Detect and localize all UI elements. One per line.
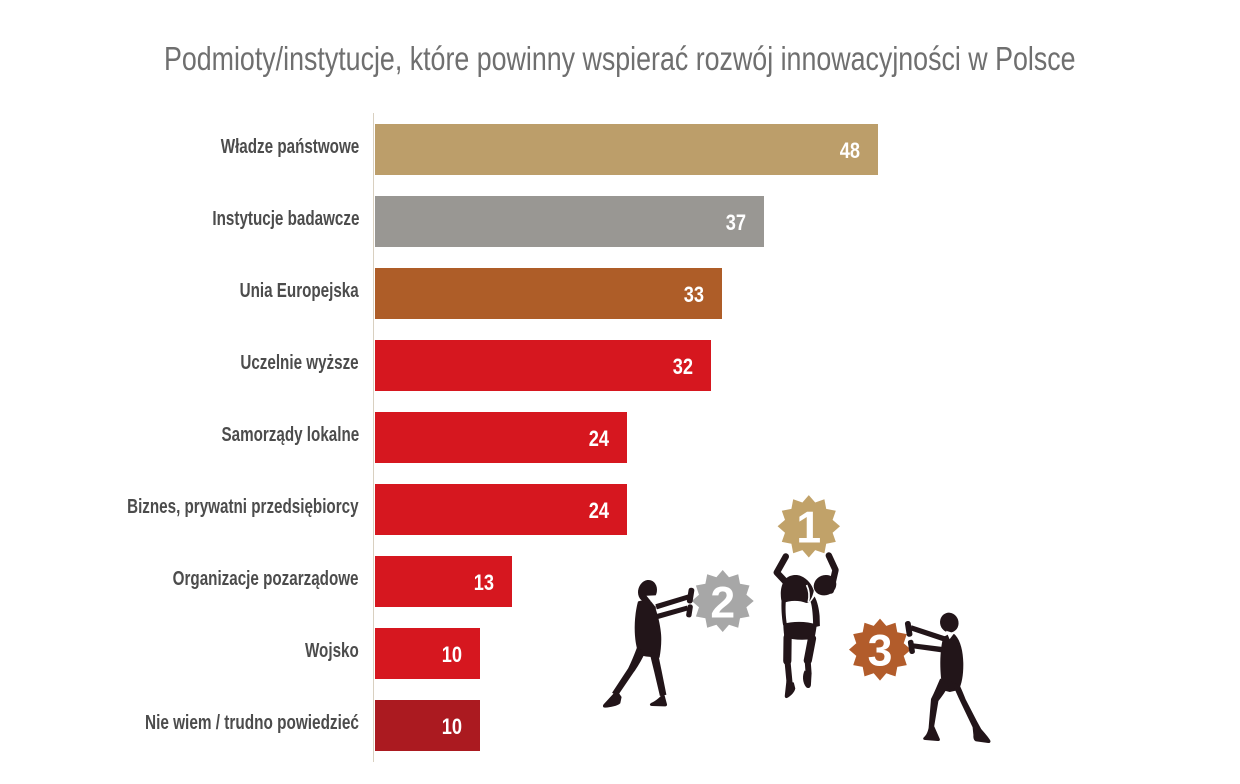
svg-text:1: 1 bbox=[796, 504, 821, 553]
svg-text:3: 3 bbox=[868, 626, 893, 675]
svg-text:2: 2 bbox=[710, 578, 735, 627]
